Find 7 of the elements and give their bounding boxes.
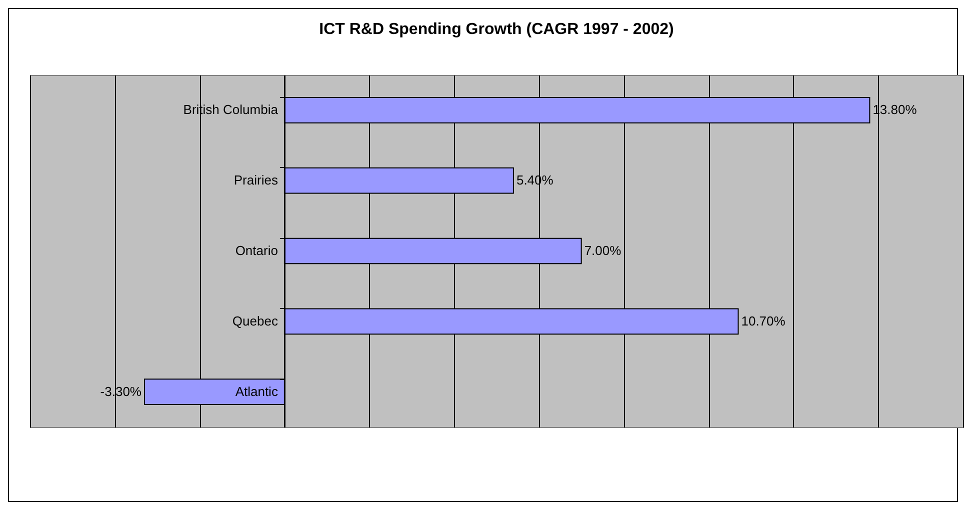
chart-title: ICT R&D Spending Growth (CAGR 1997 - 2002) — [319, 21, 674, 38]
y-tick-label: Prairies — [234, 172, 278, 188]
data-label: 10.70% — [741, 313, 786, 328]
data-label: 7.00% — [584, 243, 622, 258]
y-tick-label: Ontario — [235, 243, 278, 258]
y-tick-label: Quebec — [232, 313, 278, 328]
y-tick-label: Atlantic — [235, 384, 278, 399]
